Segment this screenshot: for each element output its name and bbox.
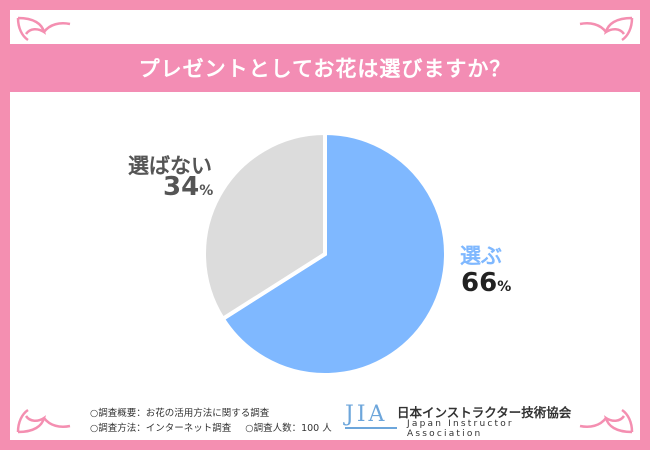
pie-slice-choose [220, 130, 448, 377]
logo-mark: JIA [345, 402, 388, 427]
logo-name-en: Japan Instructor Association [407, 419, 514, 439]
percent-unit: % [199, 183, 214, 199]
ornament-icon [576, 400, 636, 436]
slice-label-choose: 選ぶ [460, 244, 502, 268]
logo-name-jp: 日本インストラクター技術協会 [397, 405, 572, 420]
survey-notes: ○調査概要：お花の活用方法に関する調査 ○調査方法：インターネット調査 ○調査人数… [90, 406, 332, 436]
pie-slice-not-choose [202, 130, 327, 322]
survey-summary: ○調査概要：お花の活用方法に関する調査 [90, 408, 270, 419]
percent-value: 66 [461, 268, 498, 298]
title-banner: プレゼントとしてお花は選びますか？ [10, 44, 640, 92]
chart-title: プレゼントとしてお花は選びますか？ [138, 57, 512, 81]
survey-count: ○調査人数：100 人 [245, 423, 332, 434]
logo-underline [345, 427, 397, 429]
ornament-icon [576, 14, 636, 50]
notes-row: ○調査方法：インターネット調査 ○調査人数：100 人 [90, 421, 332, 436]
percent-value: 34 [163, 172, 200, 202]
ornament-icon [14, 14, 74, 50]
slice-percent-not-choose: 34% [163, 172, 213, 202]
slice-label-not-choose: 選ばない [128, 154, 212, 178]
ornament-icon [14, 400, 74, 436]
slice-percent-choose: 66% [461, 268, 511, 298]
jia-logo: JIA 日本インストラクター技術協会 Japan Instructor Asso… [345, 400, 585, 439]
survey-method: ○調査方法：インターネット調査 [90, 423, 232, 434]
percent-unit: % [497, 279, 512, 295]
notes-row: ○調査概要：お花の活用方法に関する調査 [90, 406, 332, 421]
